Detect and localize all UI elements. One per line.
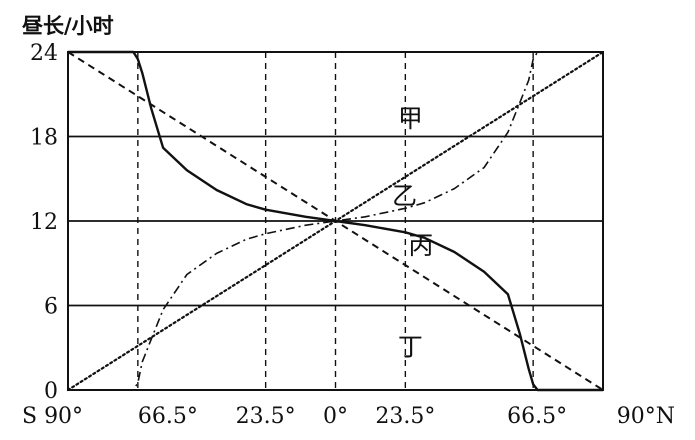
y-tick-label-24: 24 [30, 41, 58, 66]
y-axis-label: 昼长/小时 [22, 14, 114, 38]
tick-labels: 0 6 12 18 24 S 90° 66.5° 23.5° 0° 23.5° 66.5° 90°N [22, 41, 675, 429]
x-tick-label-4: 23.5° [375, 404, 435, 429]
series-label-4: 丁 [398, 332, 423, 361]
series-line-2 [68, 51, 603, 391]
plot-frame [67, 51, 604, 391]
series-line-4 [67, 51, 604, 391]
y-tick-label-18: 18 [30, 126, 58, 151]
x-tick-label-3: 0° [323, 404, 348, 429]
y-tick-label-0: 0 [44, 379, 58, 404]
y-tick-label-12: 12 [30, 210, 58, 235]
x-tick-label-1: 66.5° [138, 404, 198, 429]
plot-border [67, 51, 604, 391]
x-tick-label-2: 23.5° [236, 404, 296, 429]
series-label-3: 丙 [408, 231, 433, 260]
y-tick-label-6: 6 [44, 295, 58, 320]
x-tick-label-5: 66.5° [507, 404, 567, 429]
series-label-1: 甲 [398, 104, 423, 133]
series-layer [66, 50, 605, 392]
series-label-2: 乙 [392, 182, 417, 211]
grid [68, 52, 603, 390]
x-tick-label-0: S 90° [22, 404, 83, 429]
x-tick-label-6: 90°N [617, 404, 675, 429]
